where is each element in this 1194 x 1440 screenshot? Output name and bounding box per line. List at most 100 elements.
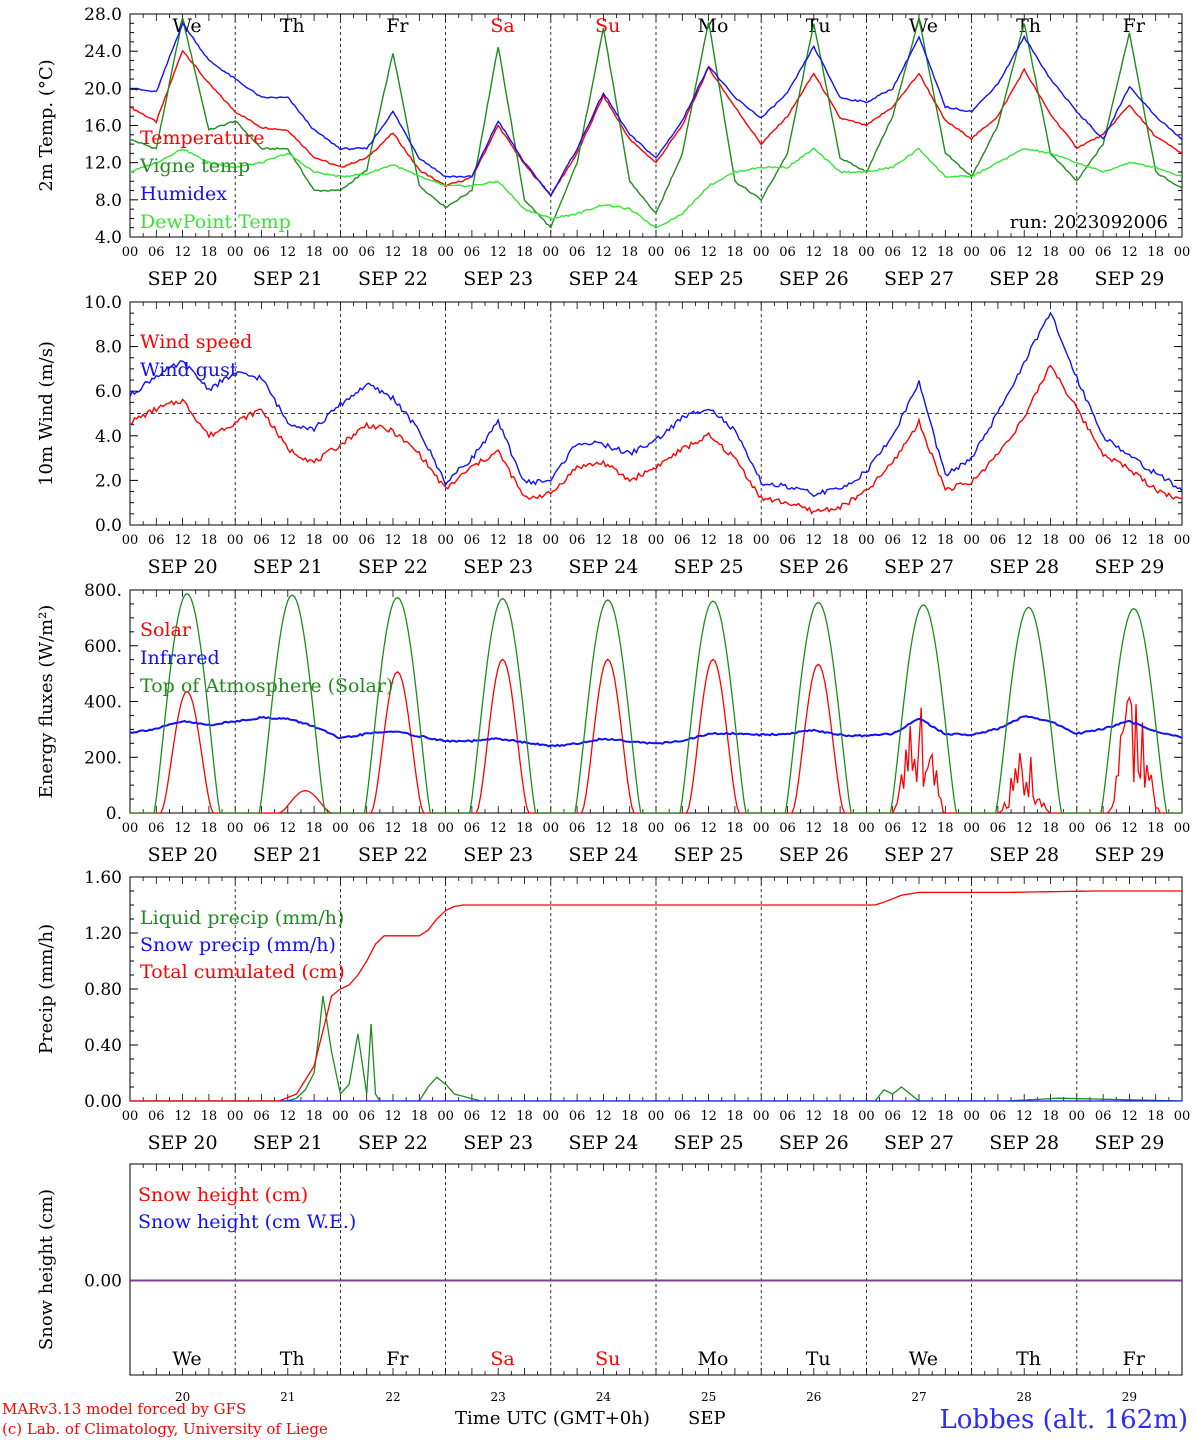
hour-tick-label: 12 bbox=[806, 533, 823, 548]
hour-tick-label: 06 bbox=[779, 1109, 796, 1124]
y-tick-label: 800. bbox=[84, 581, 122, 601]
hour-tick-label: 00 bbox=[1174, 245, 1191, 260]
hour-tick-label: 00 bbox=[332, 533, 349, 548]
hour-tick-label: 06 bbox=[884, 821, 901, 836]
legend-entry: Snow precip (mm/h) bbox=[140, 934, 336, 956]
hour-tick-label: 00 bbox=[437, 821, 454, 836]
y-tick-label: 8.0 bbox=[95, 191, 122, 211]
hour-tick-label: 18 bbox=[201, 821, 218, 836]
hour-tick-label: 00 bbox=[648, 533, 665, 548]
y-tick-label: 200. bbox=[84, 748, 122, 768]
station-title: Lobbes (alt. 162m) bbox=[939, 1405, 1188, 1435]
y-tick-label: 16.0 bbox=[84, 117, 122, 137]
hour-tick-label: 06 bbox=[990, 1109, 1007, 1124]
hour-tick-label: 18 bbox=[1147, 821, 1164, 836]
hour-tick-label: 06 bbox=[358, 245, 375, 260]
y-tick-label: 24.0 bbox=[84, 42, 122, 62]
hour-tick-label: 06 bbox=[569, 821, 586, 836]
hour-tick-label: 00 bbox=[963, 245, 980, 260]
hour-tick-label: 18 bbox=[1042, 821, 1059, 836]
y-tick-label: 0.00 bbox=[84, 1092, 122, 1112]
date-label: SEP 25 bbox=[674, 844, 744, 866]
hour-tick-label: 00 bbox=[227, 533, 244, 548]
hour-tick-label: 12 bbox=[1016, 1109, 1033, 1124]
x-axis-title: Time UTC (GMT+0h) bbox=[455, 1408, 650, 1429]
legend-entry: Liquid precip (mm/h) bbox=[140, 907, 344, 929]
hour-tick-label: 00 bbox=[648, 245, 665, 260]
lab-credit: (c) Lab. of Climatology, University of L… bbox=[2, 1420, 328, 1438]
date-label: SEP 28 bbox=[989, 268, 1059, 290]
hour-tick-label: 12 bbox=[806, 821, 823, 836]
date-label: SEP 20 bbox=[148, 1132, 218, 1154]
hour-tick-label: 00 bbox=[122, 1109, 139, 1124]
hour-tick-label: 12 bbox=[911, 245, 928, 260]
date-label: SEP 24 bbox=[568, 556, 638, 578]
hour-tick-label: 00 bbox=[543, 1109, 560, 1124]
hour-tick-label: 06 bbox=[253, 245, 270, 260]
hour-tick-label: 18 bbox=[832, 533, 849, 548]
hour-tick-label: 06 bbox=[1095, 1109, 1112, 1124]
legend-entry: Temperature bbox=[140, 127, 264, 149]
hour-tick-label: 12 bbox=[280, 533, 297, 548]
hour-tick-label: 12 bbox=[280, 821, 297, 836]
day-of-week-label: Mo bbox=[698, 1348, 729, 1370]
day-number-label: 25 bbox=[701, 1390, 716, 1404]
day-of-week-label: Tu bbox=[806, 1348, 831, 1370]
y-tick-label: 0.80 bbox=[84, 980, 122, 1000]
day-of-week-label: Th bbox=[280, 15, 305, 37]
y-axis-label: Snow height (cm) bbox=[36, 1189, 57, 1350]
hour-tick-label: 06 bbox=[674, 245, 691, 260]
hour-tick-label: 12 bbox=[595, 533, 612, 548]
hour-tick-label: 00 bbox=[1069, 821, 1086, 836]
panel-1: 4.0 8.0 12.0 16.0 20.0 24.0 28.0 2m Temp. (°C) 0… bbox=[36, 5, 1190, 290]
date-label: SEP 25 bbox=[674, 1132, 744, 1154]
hour-tick-label: 12 bbox=[1121, 245, 1138, 260]
y-axis-label: 10m Wind (m/s) bbox=[36, 341, 57, 486]
hour-tick-label: 00 bbox=[753, 245, 770, 260]
date-label: SEP 21 bbox=[253, 844, 323, 866]
hour-tick-label: 12 bbox=[490, 821, 507, 836]
hour-tick-label: 00 bbox=[753, 821, 770, 836]
series-line-red bbox=[130, 49, 1182, 197]
panel-4: 0.00 0.40 0.80 1.20 1.60 Precip (mm/h) 00 06 12 1… bbox=[36, 868, 1190, 1154]
hour-tick-label: 12 bbox=[1121, 533, 1138, 548]
date-label: SEP 21 bbox=[253, 1132, 323, 1154]
date-label: SEP 29 bbox=[1094, 1132, 1164, 1154]
hour-tick-label: 12 bbox=[490, 245, 507, 260]
y-tick-label: 6.0 bbox=[95, 382, 122, 402]
hour-tick-label: 12 bbox=[806, 1109, 823, 1124]
legend-entry: Snow height (cm) bbox=[138, 1184, 308, 1206]
date-label: SEP 23 bbox=[463, 268, 533, 290]
hour-tick-label: 06 bbox=[148, 1109, 165, 1124]
hour-tick-label: 12 bbox=[595, 821, 612, 836]
date-label: SEP 22 bbox=[358, 268, 428, 290]
hour-tick-label: 00 bbox=[963, 1109, 980, 1124]
hour-tick-label: 00 bbox=[227, 245, 244, 260]
date-label: SEP 20 bbox=[148, 844, 218, 866]
y-tick-label: 0. bbox=[106, 804, 122, 824]
date-label: SEP 24 bbox=[568, 1132, 638, 1154]
legend-entry: Vigne temp bbox=[139, 155, 250, 177]
hour-tick-label: 18 bbox=[516, 1109, 533, 1124]
y-tick-label: 12.0 bbox=[84, 154, 122, 174]
hour-tick-label: 18 bbox=[727, 245, 744, 260]
hour-tick-label: 18 bbox=[201, 1109, 218, 1124]
hour-tick-label: 12 bbox=[1121, 821, 1138, 836]
hour-tick-label: 00 bbox=[332, 1109, 349, 1124]
hour-tick-label: 00 bbox=[437, 1109, 454, 1124]
hour-tick-label: 18 bbox=[306, 821, 323, 836]
date-label: SEP 29 bbox=[1094, 268, 1164, 290]
y-tick-label: 4.0 bbox=[95, 228, 122, 248]
day-number-label: 23 bbox=[491, 1390, 506, 1404]
hour-tick-label: 18 bbox=[937, 533, 954, 548]
hour-tick-label: 12 bbox=[1121, 1109, 1138, 1124]
hour-tick-label: 00 bbox=[648, 1109, 665, 1124]
hour-tick-label: 18 bbox=[621, 821, 638, 836]
hour-tick-label: 18 bbox=[937, 821, 954, 836]
hour-tick-label: 12 bbox=[700, 245, 717, 260]
hour-tick-label: 12 bbox=[174, 533, 191, 548]
day-of-week-label: We bbox=[909, 1348, 938, 1370]
day-of-week-label: Mo bbox=[698, 15, 729, 37]
hour-tick-label: 06 bbox=[358, 1109, 375, 1124]
hour-tick-label: 06 bbox=[674, 533, 691, 548]
